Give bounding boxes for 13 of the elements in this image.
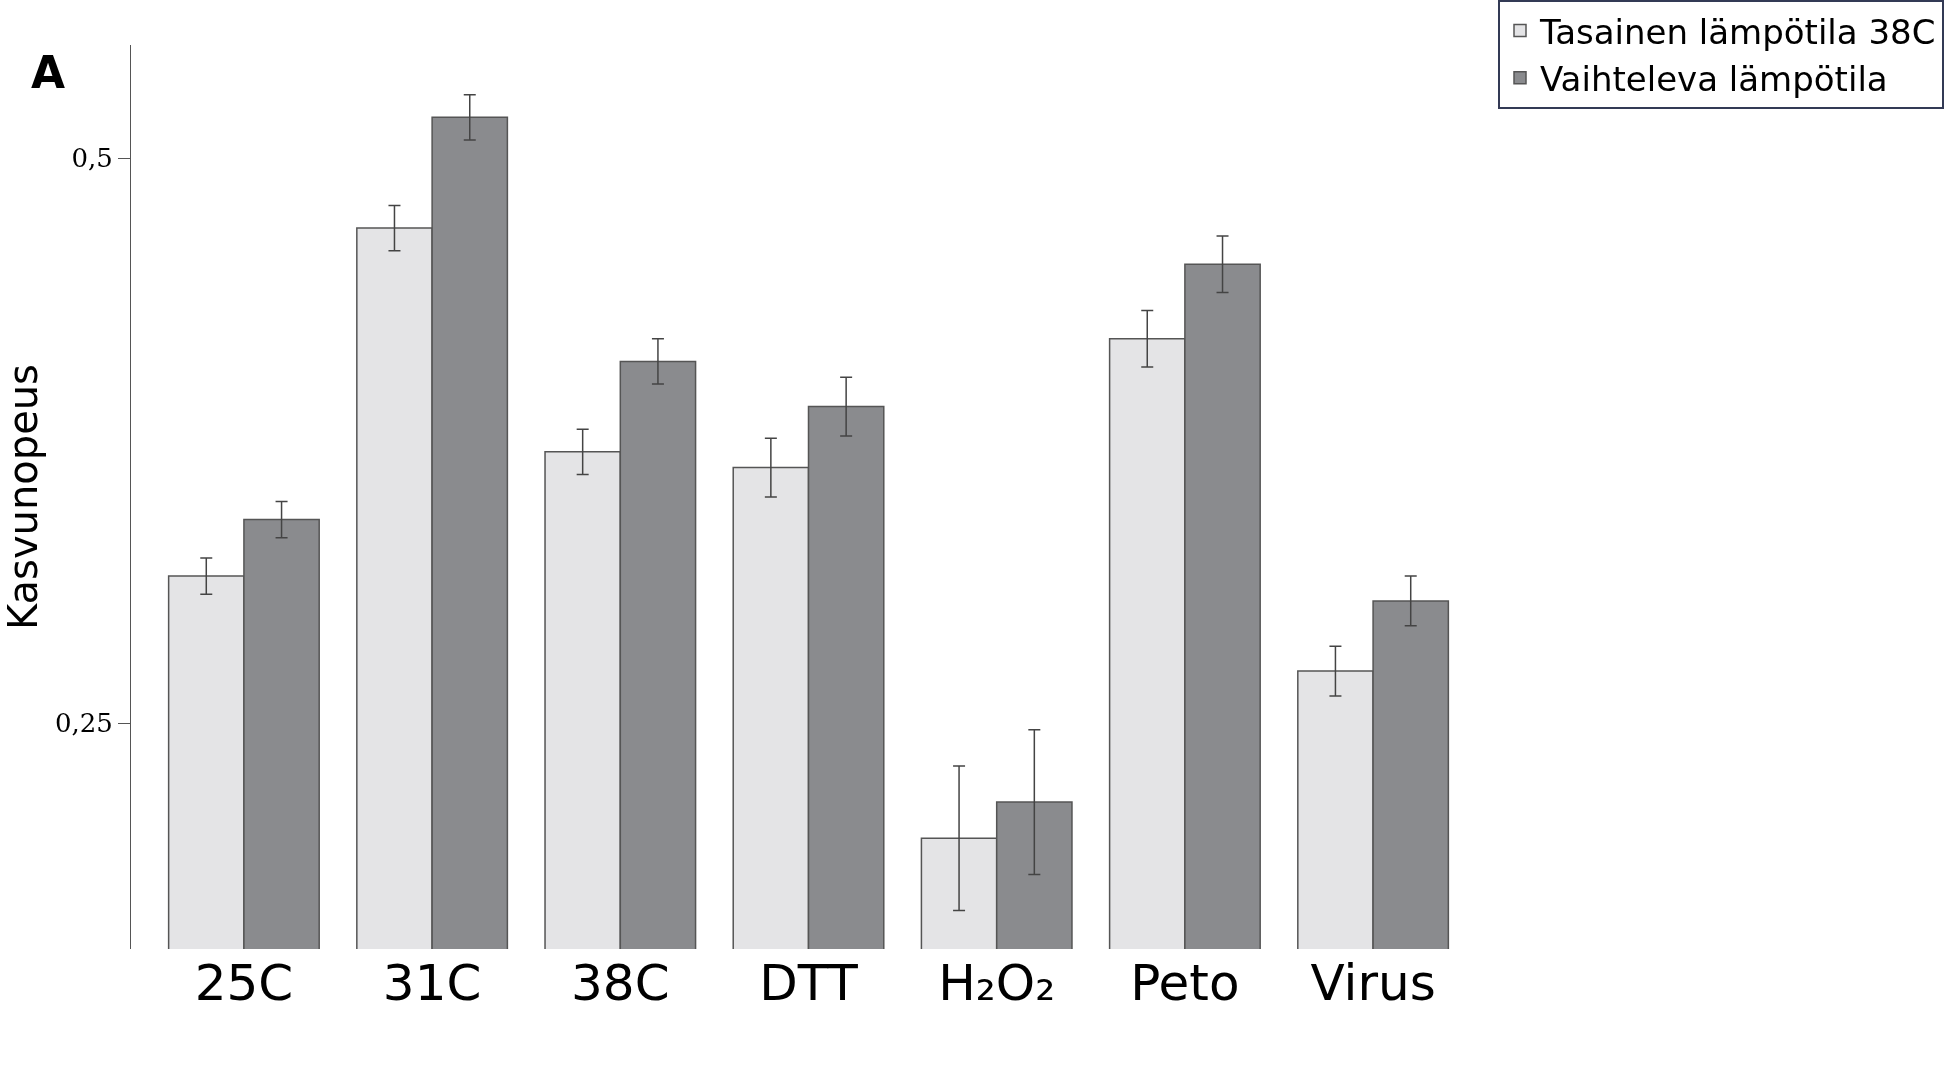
x-tick-label: 38C	[571, 954, 670, 1012]
x-tick-label: H₂O₂	[938, 954, 1056, 1012]
x-tick-label: 25C	[194, 954, 294, 1012]
legend-label: Tasainen lämpötila 38C	[1539, 11, 1936, 52]
y-tick-label: 0,25	[54, 708, 113, 739]
x-tick-label: 31C	[382, 954, 482, 1012]
y-axis-title: Kasvunopeus	[0, 364, 46, 630]
text: A	[31, 47, 66, 98]
x-tick-label: DTT	[759, 954, 859, 1012]
x-tick-label: Peto	[1130, 954, 1240, 1012]
y-tick-label: 0,5	[71, 143, 113, 174]
x-tick-label: Virus	[1310, 954, 1436, 1012]
legend-label: Vaihteleva lämpötila	[1540, 59, 1888, 100]
